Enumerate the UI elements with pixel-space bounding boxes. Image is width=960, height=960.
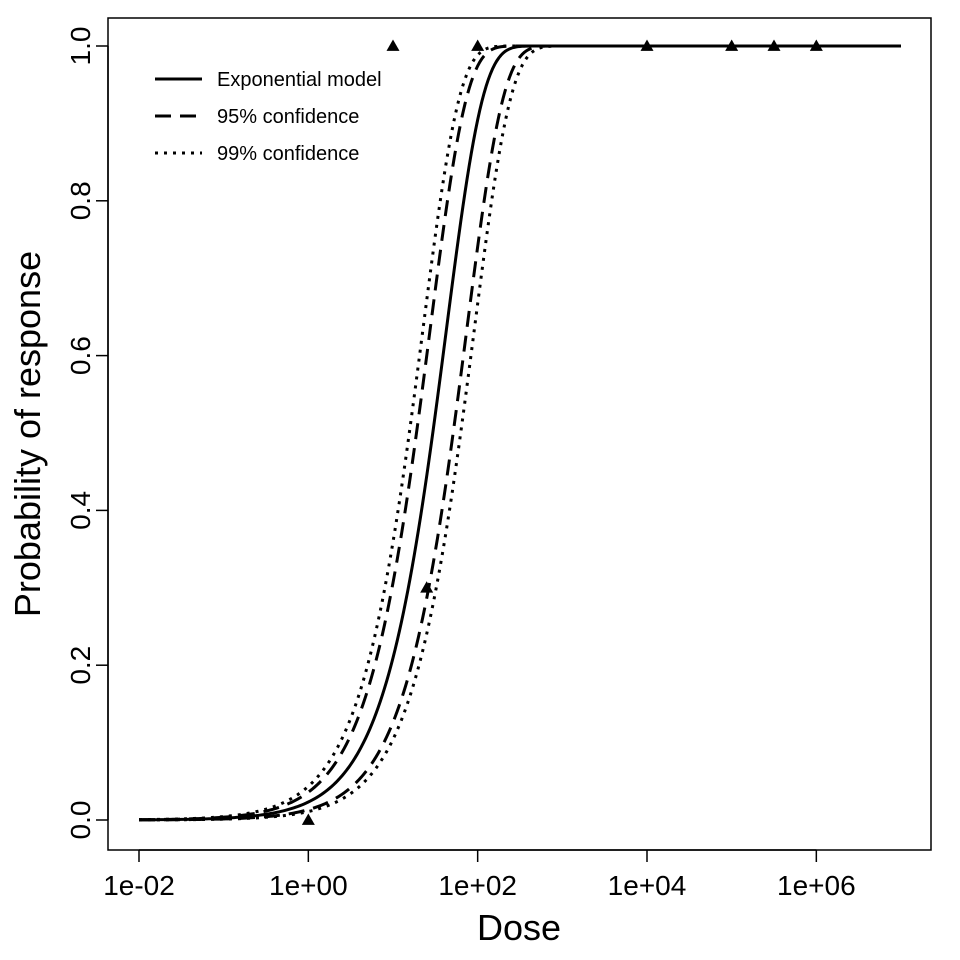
y-tick-label: 0.6 (65, 336, 96, 375)
y-tick-label: 0.0 (65, 801, 96, 840)
x-tick-label: 1e+00 (269, 870, 348, 901)
legend-label: 99% confidence (217, 143, 359, 165)
x-tick-label: 1e+04 (608, 870, 687, 901)
x-tick-label: 1e-02 (103, 870, 175, 901)
legend: Exponential model 95% confidence 99% confi… (155, 69, 382, 165)
y-axis-title: Probability of response (7, 251, 48, 617)
data-point (386, 39, 400, 51)
y-tick-label: 1.0 (65, 27, 96, 66)
observation-points (301, 39, 823, 825)
data-point (640, 39, 654, 51)
data-point (809, 39, 823, 51)
y-axis: 0.0 0.2 0.4 0.6 0.8 1.0 (65, 27, 109, 840)
y-tick-label: 0.2 (65, 646, 96, 685)
data-point (725, 39, 739, 51)
x-axis-title: Dose (477, 907, 561, 948)
x-tick-label: 1e+06 (777, 870, 856, 901)
x-tick-label: 1e+02 (438, 870, 517, 901)
data-point (301, 813, 315, 825)
y-tick-label: 0.4 (65, 491, 96, 530)
data-point (420, 581, 434, 593)
data-point (767, 39, 781, 51)
x-axis: 1e-02 1e+00 1e+02 1e+04 1e+06 (103, 849, 856, 901)
legend-label: Exponential model (217, 69, 382, 91)
legend-label: 95% confidence (217, 106, 359, 128)
data-point (471, 39, 485, 51)
y-tick-label: 0.8 (65, 181, 96, 220)
